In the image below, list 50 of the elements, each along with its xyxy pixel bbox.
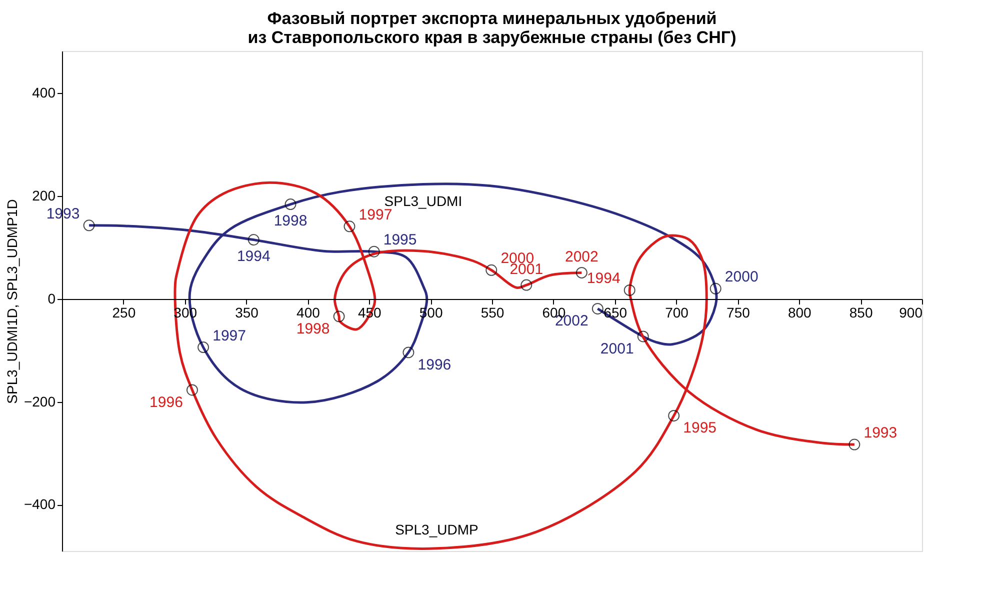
x-tick-label: 850	[849, 304, 873, 320]
annotation: 1997	[212, 327, 246, 344]
annotation: 1993	[864, 424, 898, 442]
point	[368, 246, 380, 258]
annotation: 1996	[418, 356, 452, 374]
series-label: SPL3_UDMP	[395, 521, 478, 538]
annotation: 2002	[565, 248, 598, 266]
point	[710, 282, 722, 294]
annotation: 2001	[600, 340, 634, 358]
annotation: 2000	[724, 268, 758, 286]
annotation: 1998	[296, 320, 330, 338]
point	[186, 384, 198, 396]
x-tick-label: 900	[899, 304, 923, 320]
x-tick-label: 800	[788, 304, 812, 320]
point	[284, 198, 296, 210]
x-tick-label: 700	[665, 304, 689, 320]
annotation: 1995	[683, 420, 717, 437]
point	[486, 264, 498, 276]
annotation: 1994	[236, 248, 270, 265]
point	[248, 234, 260, 246]
annotation: 1995	[383, 232, 417, 249]
point	[83, 220, 95, 232]
annotation: 1998	[274, 212, 308, 230]
point	[344, 220, 356, 232]
x-tick-label: 350	[235, 304, 259, 320]
y-tick-label: 200	[32, 188, 56, 204]
text: Фазовый портрет экспорта минеральных удобрений	[267, 9, 717, 28]
point	[198, 342, 210, 354]
point	[637, 330, 649, 342]
point	[333, 310, 345, 322]
x-tick-label: 250	[112, 304, 136, 320]
point	[848, 438, 860, 450]
point	[592, 302, 604, 314]
text: из Ставропольского края в зарубежные страны (без СНГ)	[248, 28, 736, 47]
point	[668, 410, 680, 422]
y-tick-label: −400	[24, 496, 56, 512]
annotation: 1996	[150, 394, 183, 411]
x-tick-label: 400	[296, 304, 320, 320]
x-tick-label: 750	[726, 304, 750, 320]
y-tick-label: 400	[32, 84, 56, 101]
x-tick-label: 550	[480, 304, 504, 320]
x-tick-label: 650	[604, 304, 628, 320]
annotation: 1994	[586, 270, 620, 288]
y-axis-title: SPL3_UDMI1D, SPL3_UDMP1D	[4, 199, 20, 404]
y-tick-label: 0	[48, 290, 56, 306]
point	[576, 266, 588, 278]
point	[520, 279, 532, 291]
y-tick-label: −200	[24, 393, 56, 410]
point	[402, 346, 414, 358]
point	[624, 284, 636, 296]
